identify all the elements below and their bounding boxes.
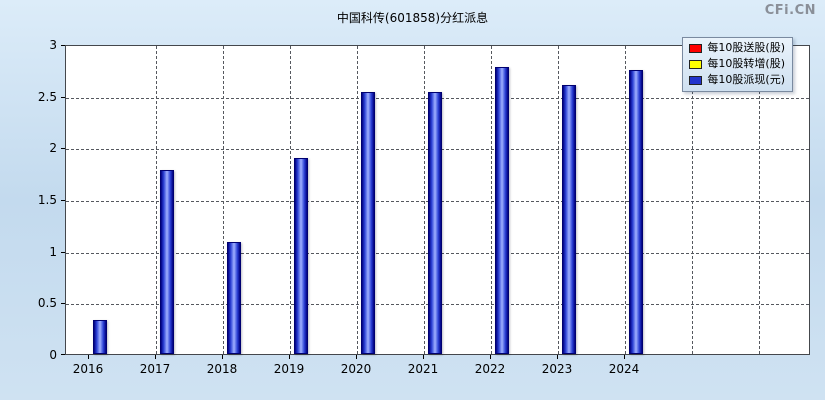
x-axis-tick-label: 2024 [608, 362, 640, 376]
gridline-vertical [558, 46, 559, 354]
y-axis-tick-mark [61, 96, 65, 98]
legend-label-paixian: 每10股派现(元) [707, 73, 785, 86]
legend-label-songgu: 每10股送股(股) [707, 41, 785, 54]
x-axis-tick-mark [423, 355, 424, 359]
gridline-vertical [491, 46, 492, 354]
x-axis-tick-label: 2017 [139, 362, 171, 376]
chart-legend: 每10股送股(股) 每10股转增(股) 每10股派现(元) [682, 37, 793, 92]
bar-2021 [428, 91, 442, 354]
gridline-vertical [692, 46, 693, 354]
y-axis-tick-label: 1.5 [37, 193, 57, 207]
y-axis-tick-mark [61, 148, 65, 150]
y-axis-tick-label: 0.5 [37, 296, 57, 311]
gridline-vertical [424, 46, 425, 354]
x-axis-tick-label: 2021 [407, 362, 439, 376]
gridline-vertical [357, 46, 358, 354]
x-axis-tick-mark [557, 355, 558, 359]
y-axis-tick-mark [61, 200, 65, 201]
legend-item-paixian: 每10股派现(元) [689, 73, 785, 87]
x-axis-tick-mark [356, 355, 357, 359]
y-axis-tick-label: 2.5 [37, 89, 57, 104]
gridline-vertical [156, 46, 157, 354]
x-axis-tick-label: 2018 [206, 362, 238, 376]
x-axis-tick-mark [490, 355, 491, 359]
bar-2019 [294, 157, 308, 354]
bar-2018 [227, 242, 241, 354]
x-axis-tick-mark [289, 355, 290, 359]
bar-2024 [629, 69, 643, 354]
y-axis-tick-mark [61, 251, 65, 253]
bar-2023 [562, 85, 576, 354]
legend-swatch-blue [689, 75, 703, 85]
plot-area [65, 45, 810, 355]
gridline-vertical [223, 46, 224, 354]
x-axis-tick-label: 2016 [72, 362, 104, 376]
x-axis-tick-mark [624, 355, 625, 359]
x-axis-tick-label: 2022 [474, 362, 506, 376]
bar-2022 [495, 66, 509, 354]
y-axis-tick-label: 0 [49, 348, 57, 362]
x-axis-tick-mark [155, 355, 156, 359]
legend-swatch-yellow [689, 59, 703, 69]
y-axis-tick-mark [61, 303, 65, 305]
y-axis-tick-label: 1 [49, 244, 57, 259]
x-axis-tick-mark [88, 355, 89, 359]
site-watermark: CFi.CN [764, 3, 816, 18]
bar-2020 [361, 91, 375, 354]
gridline-vertical [625, 46, 626, 354]
y-axis-tick-label: 3 [49, 38, 57, 52]
legend-swatch-red [689, 43, 703, 53]
bar-2016 [93, 319, 107, 354]
y-axis-tick-mark [61, 354, 65, 355]
legend-item-zhuanzeng: 每10股转增(股) [689, 57, 785, 71]
y-axis-tick-mark [61, 45, 65, 46]
bar-2017 [160, 170, 174, 354]
legend-item-songgu: 每10股送股(股) [689, 41, 785, 55]
gridline-vertical [290, 46, 291, 354]
legend-label-zhuanzeng: 每10股转增(股) [707, 57, 785, 70]
chart-title: 中国科传(601858)分红派息 [336, 11, 489, 25]
x-axis-tick-label: 2019 [273, 362, 305, 376]
gridline-vertical [759, 46, 760, 354]
x-axis-tick-label: 2023 [541, 362, 573, 376]
x-axis-tick-mark [222, 355, 223, 359]
y-axis-tick-label: 2 [49, 141, 57, 156]
x-axis-tick-label: 2020 [340, 362, 372, 376]
